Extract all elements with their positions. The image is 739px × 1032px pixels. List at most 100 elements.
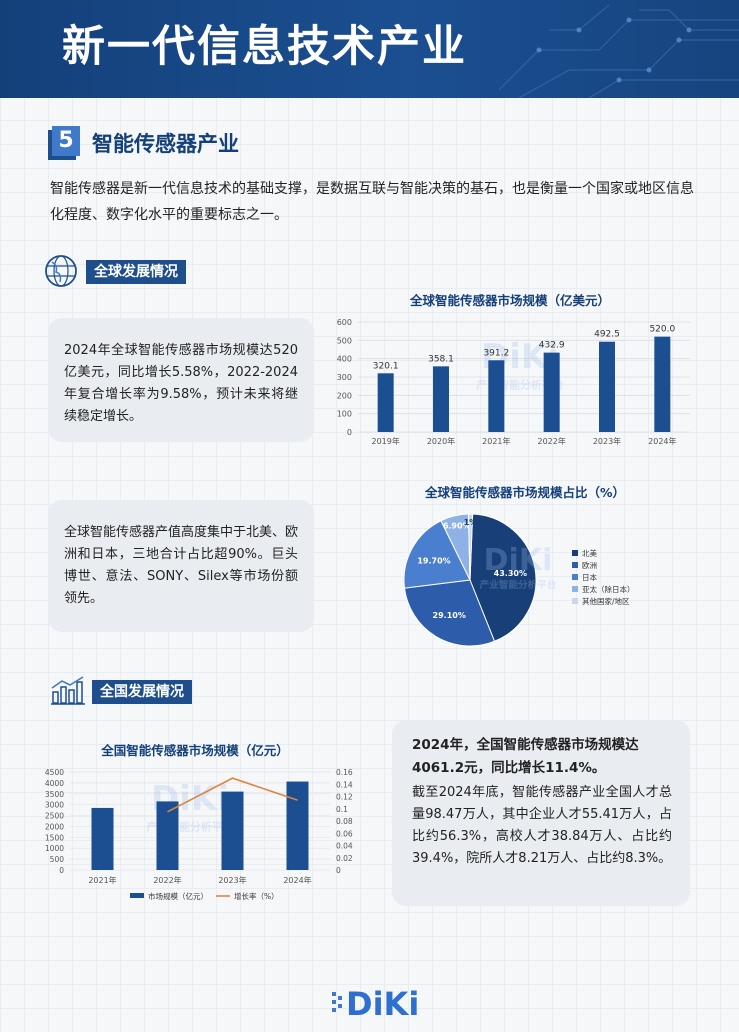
legend-swatch xyxy=(572,598,578,604)
legend-swatch xyxy=(572,586,578,592)
global-market-bar-chart: 0100200300400500600DiKi产业智能分析平台320.12019… xyxy=(337,318,690,446)
global-distribution-text: 全球智能传感器产值高度集中于北美、欧洲和日本，三地合计占比超90%。巨头博世、意… xyxy=(64,525,299,606)
globe-icon xyxy=(45,255,77,287)
pie-slice xyxy=(403,520,471,589)
x-tick-label: 2022年 xyxy=(537,436,565,446)
global-market-card: 2024年全球智能传感器市场规模达520亿美元，同比增长5.58%，2022-2… xyxy=(48,318,314,442)
y-tick-label: 4000 xyxy=(45,779,64,788)
section-number-badge: 5 xyxy=(52,126,80,156)
y-tick-label: 500 xyxy=(50,855,65,864)
x-tick-label: 2023年 xyxy=(593,436,621,446)
y-tick-label: 3500 xyxy=(45,790,64,799)
bar xyxy=(156,801,179,870)
slice-label: 19.70% xyxy=(417,557,450,566)
bar xyxy=(433,366,449,432)
y-tick-label: 4500 xyxy=(45,768,64,777)
page-header: 新一代信息技术产业 xyxy=(0,0,739,98)
y-tick-label: 3000 xyxy=(45,801,64,810)
y2-tick-label: 0.12 xyxy=(336,793,353,802)
legend-label: 北美 xyxy=(582,548,597,558)
global-bar-chart-title: 全球智能传感器市场规模（亿美元） xyxy=(409,293,610,308)
national-section-heading: 全国发展情况 xyxy=(92,680,192,704)
growth-rate-line xyxy=(167,777,298,813)
y-tick-label: 400 xyxy=(337,355,352,364)
data-label: 492.5 xyxy=(594,330,620,340)
x-tick-label: 2019年 xyxy=(371,436,399,446)
y-tick-label: 2000 xyxy=(45,822,64,831)
global-pie-chart-title: 全球智能传感器市场规模占比（%） xyxy=(424,485,626,500)
pie-slice xyxy=(469,513,537,642)
legend-swatch xyxy=(572,562,578,568)
pie-slice xyxy=(467,513,474,581)
legend-label: 亚太（除日本） xyxy=(582,584,635,594)
y-tick-label: 200 xyxy=(337,391,352,400)
y2-tick-label: 0.14 xyxy=(336,780,353,789)
x-tick-label: 2023年 xyxy=(218,875,246,885)
legend-label: 日本 xyxy=(582,572,597,582)
global-section-heading: 全球发展情况 xyxy=(86,260,186,284)
x-tick-label: 2024年 xyxy=(648,436,676,446)
y2-tick-label: 0.1 xyxy=(336,805,348,814)
pie-slice xyxy=(403,579,496,647)
y-tick-label: 0 xyxy=(347,428,352,437)
bar xyxy=(543,352,560,432)
bar xyxy=(91,807,114,870)
legend-label: 市场规模（亿元） xyxy=(148,891,208,901)
watermark-brand: DiKi xyxy=(484,543,553,578)
y2-tick-label: 0.06 xyxy=(336,829,353,838)
page-title: 新一代信息技术产业 xyxy=(62,22,467,72)
x-tick-label: 2021年 xyxy=(88,875,116,885)
data-label: 320.1 xyxy=(373,361,399,371)
global-market-text: 2024年全球智能传感器市场规模达520亿美元，同比增长5.58%，2022-2… xyxy=(64,343,298,424)
slice-label: 6.90% xyxy=(443,522,471,531)
data-label: 358.1 xyxy=(428,354,454,364)
y-tick-label: 100 xyxy=(337,410,352,419)
data-label: 432.9 xyxy=(539,341,565,351)
y2-tick-label: 0.08 xyxy=(336,817,353,826)
bar xyxy=(286,781,309,870)
y-tick-label: 300 xyxy=(337,373,352,382)
slice-label: 1% xyxy=(464,518,478,527)
bar xyxy=(654,336,671,432)
bar xyxy=(377,373,394,432)
section-title: 智能传感器产业 xyxy=(92,132,239,156)
bar xyxy=(599,341,615,432)
national-chart-title: 全国智能传感器市场规模（亿元） xyxy=(101,743,289,758)
slice-label: 29.10% xyxy=(433,611,466,620)
circuit-decoration-icon xyxy=(498,4,739,98)
x-tick-label: 2024年 xyxy=(283,875,311,885)
bar xyxy=(488,360,505,432)
footer-logo-text: DiKi xyxy=(346,985,419,1022)
legend-label: 增长率（%） xyxy=(234,891,279,901)
data-label: 520.0 xyxy=(649,325,675,335)
y2-tick-label: 0.04 xyxy=(336,842,353,851)
bar-chart-icon xyxy=(51,676,85,705)
y-tick-label: 0 xyxy=(59,866,64,875)
diki-logo-icon: DiKi xyxy=(332,985,419,1022)
y2-tick-label: 0 xyxy=(336,866,341,875)
watermark-slogan: 产业智能分析平台 xyxy=(480,579,557,591)
bar xyxy=(221,791,244,870)
y-tick-label: 1500 xyxy=(45,833,64,842)
y-tick-label: 600 xyxy=(337,318,352,327)
legend-label: 其他国家/地区 xyxy=(582,596,630,606)
y-tick-label: 2500 xyxy=(45,812,64,821)
x-tick-label: 2021年 xyxy=(482,436,510,446)
legend-label: 欧洲 xyxy=(582,560,597,570)
data-label: 391.2 xyxy=(483,348,509,358)
y2-tick-label: 0.16 xyxy=(336,768,353,777)
y-tick-label: 1000 xyxy=(45,844,64,853)
x-tick-label: 2022年 xyxy=(153,875,181,885)
y-tick-label: 500 xyxy=(337,336,352,345)
slice-label: 43.30% xyxy=(494,569,527,578)
national-market-card: 2024年，全国智能传感器市场规模达4061.2元，同比增长11.4%。 截至2… xyxy=(392,720,690,906)
legend-swatch xyxy=(572,550,578,556)
national-talent-text: 截至2024年底，智能传感器产业全国人才总量98.47万人，其中企业人才55.4… xyxy=(412,785,672,866)
intro-paragraph: 智能传感器是新一代信息技术的基础支撑，是数据互联与智能决策的基石，也是衡量一个国… xyxy=(50,181,694,223)
legend-swatch xyxy=(572,574,578,580)
global-distribution-card: 全球智能传感器产值高度集中于北美、欧洲和日本，三地合计占比超90%。巨头博世、意… xyxy=(48,500,314,632)
y2-tick-label: 0.02 xyxy=(336,854,353,863)
legend-swatch xyxy=(130,893,144,898)
